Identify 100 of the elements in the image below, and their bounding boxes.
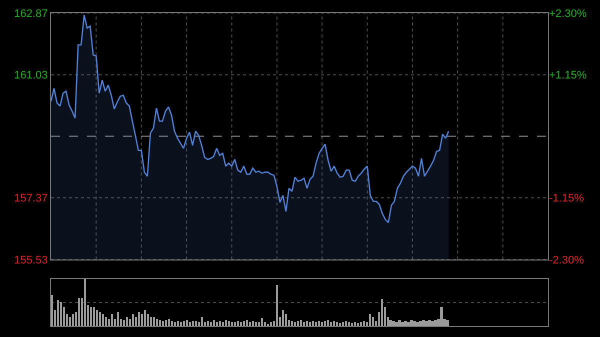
- bar: [303, 322, 305, 326]
- bar: [276, 285, 278, 326]
- bar: [372, 317, 374, 326]
- bar: [150, 317, 152, 326]
- bar: [60, 302, 62, 326]
- bar: [147, 314, 149, 326]
- bar: [395, 322, 398, 326]
- bar: [111, 314, 113, 326]
- bar: [327, 320, 329, 326]
- y-tick-label: 155.53: [14, 254, 48, 266]
- bar: [336, 322, 338, 326]
- y-tick-label: 157.37: [14, 192, 48, 205]
- bar: [132, 314, 134, 326]
- bar: [312, 321, 314, 326]
- bar: [330, 322, 332, 326]
- bar: [96, 310, 98, 326]
- bar: [93, 307, 95, 326]
- bar: [222, 322, 224, 326]
- bar: [117, 312, 119, 326]
- bar: [249, 322, 251, 326]
- bar: [168, 319, 170, 326]
- bar: [159, 320, 161, 326]
- bar: [237, 321, 239, 326]
- bar: [321, 322, 323, 326]
- bar: [195, 321, 197, 326]
- bar: [255, 322, 257, 326]
- bar: [342, 322, 344, 326]
- bar: [348, 322, 350, 326]
- bar: [264, 322, 266, 326]
- bar: [171, 321, 173, 326]
- bar: [440, 307, 443, 326]
- bar: [401, 322, 404, 326]
- bar: [162, 321, 164, 326]
- bar: [153, 317, 155, 326]
- bar: [180, 322, 182, 326]
- bar: [123, 320, 125, 326]
- bar: [261, 318, 263, 326]
- bar: [446, 320, 449, 326]
- bar: [192, 321, 194, 326]
- bar: [186, 320, 188, 326]
- bar: [306, 321, 308, 326]
- bar: [57, 300, 59, 326]
- bar: [258, 322, 260, 326]
- bar: [297, 321, 299, 326]
- bar: [354, 322, 356, 326]
- bar: [126, 317, 128, 326]
- bar: [369, 314, 371, 326]
- bar: [84, 279, 86, 326]
- bar: [189, 322, 191, 326]
- bar: [90, 307, 92, 326]
- bar: [210, 322, 212, 326]
- bar: [381, 299, 383, 326]
- bar: [315, 322, 317, 326]
- bar: [144, 310, 146, 326]
- bar: [357, 323, 359, 326]
- bar: [246, 320, 248, 326]
- bar: [282, 310, 284, 326]
- y2-tick-label: -2.30%: [549, 254, 584, 266]
- bar: [165, 320, 167, 326]
- bar: [177, 321, 179, 326]
- bar: [240, 322, 242, 326]
- bar: [174, 322, 176, 326]
- bar: [141, 314, 143, 326]
- y-tick-label: 162.87: [14, 8, 48, 20]
- bar: [351, 323, 353, 326]
- bar: [213, 320, 215, 326]
- y2-tick-label: +1.15%: [549, 69, 587, 82]
- bar: [389, 320, 392, 326]
- bar: [339, 323, 341, 326]
- bar: [78, 298, 80, 326]
- bar: [138, 312, 140, 326]
- bar: [231, 322, 233, 326]
- bar: [345, 321, 347, 326]
- bar: [294, 322, 296, 326]
- bar: [300, 320, 302, 326]
- bar: [243, 321, 245, 326]
- bar: [156, 319, 158, 326]
- bar: [102, 314, 104, 326]
- bar: [183, 321, 185, 326]
- bar: [324, 321, 326, 326]
- bar: [228, 321, 230, 326]
- bar: [51, 295, 53, 326]
- bar: [219, 321, 221, 326]
- bar: [207, 321, 209, 326]
- bar: [291, 321, 293, 326]
- bar: [318, 321, 320, 326]
- bar: [201, 317, 203, 326]
- bar: [360, 322, 362, 326]
- bar: [363, 321, 365, 326]
- bar: [105, 317, 107, 326]
- bar: [252, 321, 254, 326]
- bar: [234, 322, 236, 326]
- bar: [216, 322, 218, 326]
- bar: [225, 320, 227, 326]
- y2-tick-label: +2.30%: [549, 8, 587, 20]
- bar: [72, 314, 74, 326]
- y2-tick-label: -1.15%: [549, 192, 584, 205]
- y-tick-label: 161.03: [14, 70, 48, 82]
- bar: [270, 322, 272, 326]
- bar: [285, 314, 287, 326]
